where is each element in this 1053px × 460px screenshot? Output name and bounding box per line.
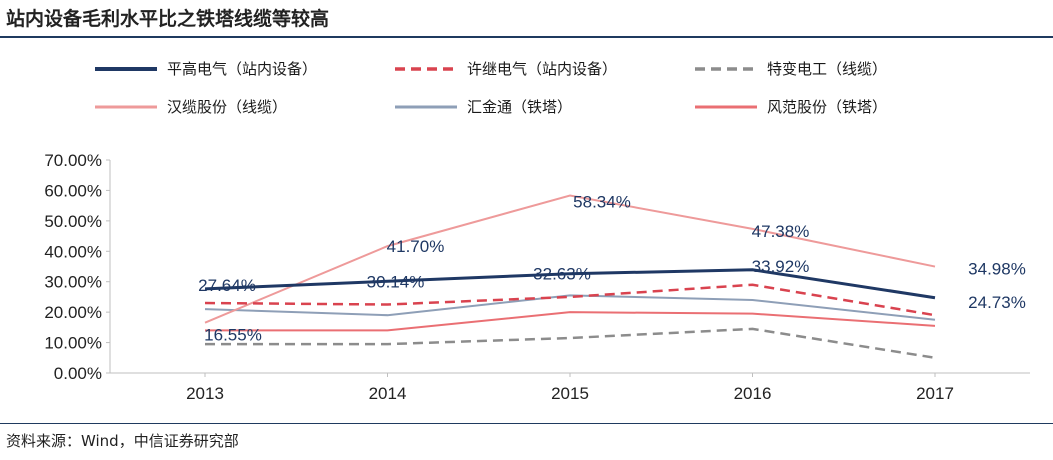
- data-label: 30.14%: [367, 272, 425, 291]
- y-tick-label: 10.00%: [44, 334, 102, 353]
- data-label: 47.38%: [752, 222, 810, 241]
- line-chart: 0.00% 10.00% 20.00% 30.00% 40.00% 50.00% 60.00…: [44, 151, 1030, 403]
- legend-label: 平高电气（站内设备）: [167, 60, 318, 78]
- x-tick-label: 2016: [734, 384, 772, 403]
- series-line: [205, 311, 936, 332]
- legend-item-fengfan: 风范股份（铁塔）: [695, 96, 887, 117]
- title-divider: [0, 36, 1053, 38]
- data-label: 27.64%: [198, 276, 256, 295]
- series-line: [205, 327, 936, 360]
- legend-swatch: [695, 105, 757, 108]
- series-line: [204, 194, 936, 324]
- legend-item-huijintong: 汇金通（铁塔）: [395, 96, 572, 117]
- legend-label: 汇金通（铁塔）: [467, 98, 573, 116]
- x-tick-label: 2017: [916, 384, 954, 403]
- legend-swatch: [395, 105, 457, 108]
- y-tick-label: 70.00%: [44, 151, 102, 170]
- source-divider: [0, 423, 1053, 424]
- legend-label: 风范股份（铁塔）: [767, 98, 888, 116]
- legend-label: 特变电工（线缆）: [767, 60, 888, 78]
- x-tick-label: 2013: [186, 384, 224, 403]
- chart-area: 0.00% 10.00% 20.00% 30.00% 40.00% 50.00% 60.00…: [0, 140, 1053, 420]
- chart-title: 站内设备毛利水平比之铁塔线缆等较高: [6, 8, 330, 30]
- data-label: 33.92%: [752, 257, 810, 276]
- data-label: 34.98%: [968, 260, 1026, 279]
- chart-legend: 平高电气（站内设备） 许继电气（站内设备） 特变电工（线缆） 汉缆股份（线缆） …: [0, 40, 1053, 140]
- y-tick-label: 50.00%: [44, 212, 102, 231]
- data-label: 16.55%: [204, 326, 262, 345]
- y-tick-label: 40.00%: [44, 242, 102, 261]
- legend-label: 汉缆股份（线缆）: [167, 98, 288, 116]
- legend-item-pinggao: 平高电气（站内设备）: [95, 58, 317, 79]
- legend-swatch: [95, 66, 157, 71]
- x-tick-label: 2015: [551, 384, 589, 403]
- legend-item-tebian: 特变电工（线缆）: [695, 58, 887, 79]
- legend-item-xuji: 许继电气（站内设备）: [395, 58, 617, 79]
- y-tick-label: 60.00%: [44, 181, 102, 200]
- data-label: 58.34%: [573, 192, 631, 211]
- y-tick-label: 20.00%: [44, 303, 102, 322]
- legend-swatch: [95, 105, 157, 108]
- data-label: 32.63%: [533, 265, 591, 284]
- series-line: [204, 294, 936, 321]
- y-tick-label: 30.00%: [44, 273, 102, 292]
- source-note: 资料来源：Wind，中信证券研究部: [6, 432, 239, 450]
- data-label: 41.70%: [387, 237, 445, 256]
- data-label: 24.73%: [968, 293, 1026, 312]
- legend-swatch: [695, 66, 757, 71]
- x-tick-label: 2014: [369, 384, 407, 403]
- series-line: [204, 283, 936, 317]
- legend-item-hanlan: 汉缆股份（线缆）: [95, 96, 287, 117]
- series-line: [204, 268, 936, 300]
- legend-swatch: [395, 66, 457, 71]
- legend-label: 许继电气（站内设备）: [467, 60, 618, 78]
- y-tick-label: 0.00%: [54, 364, 102, 383]
